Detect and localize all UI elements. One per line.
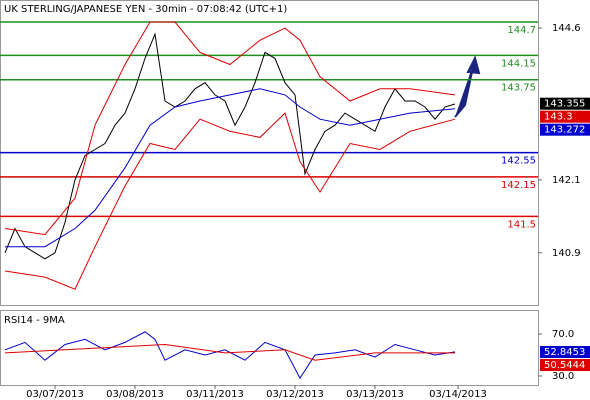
x-tick-label: 03/14/2013 [429, 389, 487, 400]
y-tick-label: 70.0 [552, 329, 574, 340]
level-label: 144.15 [501, 58, 536, 69]
series-line [4, 32, 456, 260]
level-label: 142.55 [501, 156, 536, 167]
level-label: 141.5 [507, 219, 536, 230]
x-tick-label: 03/11/2013 [186, 389, 244, 400]
last-value-box [540, 110, 590, 123]
x-tick-label: 03/12/2013 [266, 389, 324, 400]
last-value-label: 52.8453 [544, 347, 585, 358]
last-value-box [540, 359, 590, 372]
level-label: 142.15 [501, 180, 536, 191]
series-line [4, 343, 455, 361]
y-tick-label: 30.0 [552, 371, 574, 382]
last-value-label: 143.272 [544, 125, 585, 136]
series-line [5, 88, 456, 248]
series-line [4, 331, 456, 380]
last-value-label: 50.5444 [544, 360, 585, 371]
y-tick-label: 142.1 [552, 175, 581, 186]
chart-title: UK STERLING/JAPANESE YEN - 30min - 07:08… [4, 4, 287, 15]
last-value-box [540, 97, 590, 110]
x-tick-label: 03/13/2013 [346, 389, 404, 400]
last-value-label: 143.355 [544, 99, 585, 110]
level-label: 144.7 [507, 25, 536, 36]
x-tick-label: 03/07/2013 [26, 389, 84, 400]
last-value-box [540, 346, 590, 359]
rsi-frame [0, 310, 539, 386]
series-line [4, 21, 456, 236]
series-line [4, 112, 456, 290]
last-value-label: 143.3 [544, 112, 573, 123]
x-tick-label: 03/08/2013 [106, 389, 164, 400]
level-label: 143.75 [501, 83, 536, 94]
last-value-box [540, 123, 590, 136]
y-tick-label: 140.9 [552, 248, 581, 259]
forecast-arrow [454, 55, 481, 118]
rsi-title: RSI14 - 9MA [4, 315, 65, 326]
y-tick-label: 144.6 [552, 23, 581, 34]
